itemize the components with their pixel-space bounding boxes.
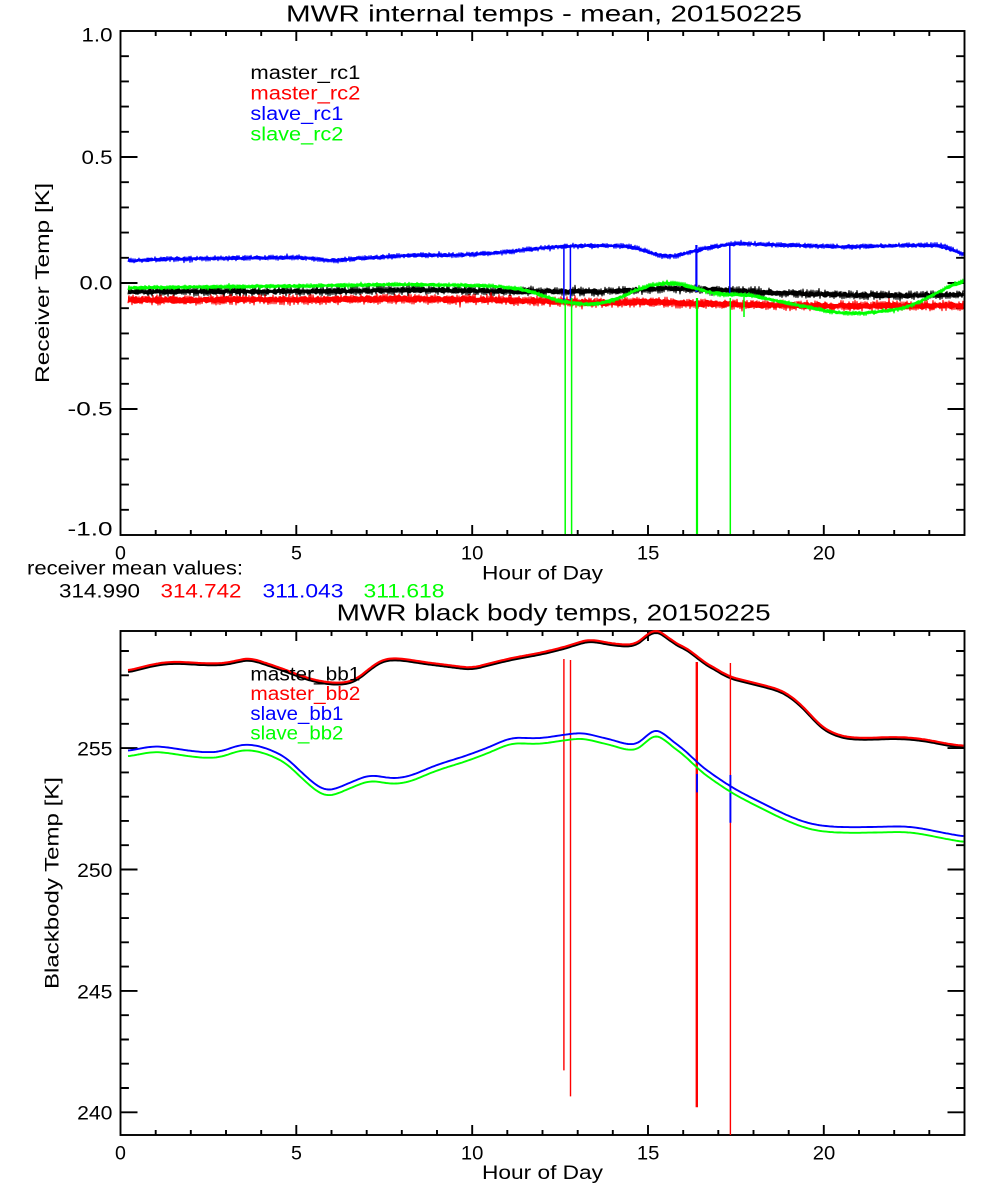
svg-text:0: 0: [115, 1143, 126, 1165]
svg-text:20: 20: [813, 1143, 836, 1165]
svg-text:15: 15: [637, 1143, 660, 1165]
svg-text:5: 5: [291, 543, 302, 565]
svg-text:10: 10: [461, 543, 484, 565]
svg-text:slave_bb1: slave_bb1: [250, 703, 343, 725]
svg-text:0: 0: [115, 543, 126, 565]
svg-text:240: 240: [77, 1102, 112, 1124]
svg-text:5: 5: [291, 1143, 302, 1165]
svg-text:slave_bb2: slave_bb2: [250, 723, 343, 745]
svg-text:Hour of Day: Hour of Day: [482, 1162, 603, 1184]
svg-text:master_bb1: master_bb1: [250, 664, 360, 686]
svg-text:master_rc1: master_rc1: [250, 62, 360, 84]
svg-text:MWR internal temps - mean, 201: MWR internal temps - mean, 20150225: [286, 1, 802, 27]
svg-text:314.742: 314.742: [161, 581, 242, 603]
svg-text:10: 10: [461, 1143, 484, 1165]
svg-text:slave_rc2: slave_rc2: [250, 124, 343, 146]
svg-text:MWR black body temps, 20150225: MWR black body temps, 20150225: [337, 600, 771, 626]
svg-text:receiver mean values:: receiver mean values:: [27, 558, 243, 580]
svg-text:0.5: 0.5: [82, 147, 113, 169]
svg-text:-0.5: -0.5: [68, 399, 113, 421]
svg-text:slave_rc1: slave_rc1: [250, 103, 343, 125]
svg-text:314.990: 314.990: [59, 581, 140, 603]
svg-text:15: 15: [637, 543, 660, 565]
svg-text:250: 250: [77, 860, 112, 882]
svg-text:20: 20: [813, 543, 836, 565]
svg-text:311.043: 311.043: [263, 581, 344, 603]
svg-text:Receiver Temp [K]: Receiver Temp [K]: [32, 183, 54, 383]
svg-text:master_rc2: master_rc2: [250, 83, 360, 105]
svg-text:255: 255: [77, 738, 112, 760]
svg-text:master_bb2: master_bb2: [250, 683, 360, 705]
svg-text:245: 245: [77, 981, 112, 1003]
svg-text:0.0: 0.0: [80, 273, 113, 295]
svg-text:Blackbody Temp [K]: Blackbody Temp [K]: [42, 777, 64, 989]
svg-text:311.618: 311.618: [364, 581, 445, 603]
svg-text:-1.0: -1.0: [68, 518, 113, 540]
svg-text:1.0: 1.0: [82, 25, 113, 47]
svg-text:Hour of Day: Hour of Day: [482, 563, 603, 585]
